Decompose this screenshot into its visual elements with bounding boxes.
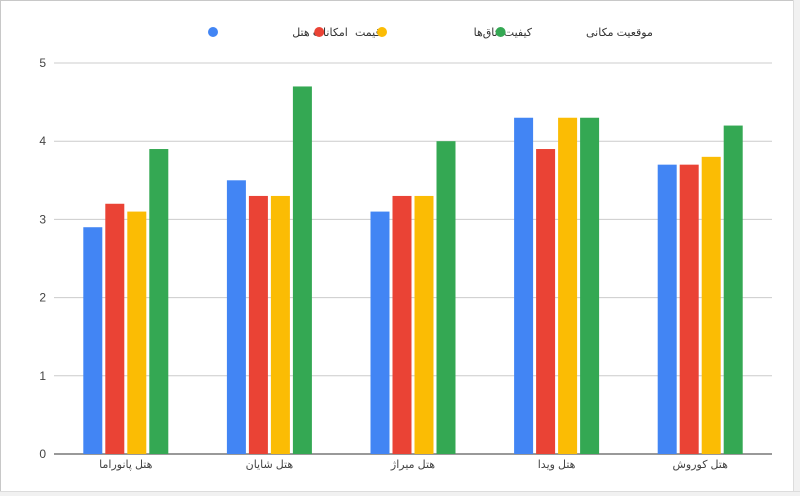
x-tick-label: هتل پانوراما: [99, 459, 152, 471]
scroll-edge-right: [793, 0, 800, 496]
legend-swatch: [208, 27, 218, 37]
y-tick-label: 4: [39, 134, 46, 148]
bar: [558, 117, 578, 455]
bar: [149, 149, 169, 454]
legend-label: موقعیت مکانی: [586, 27, 653, 39]
y-tick-label: 2: [39, 291, 46, 305]
x-tick-label: هتل ویدا: [538, 459, 576, 471]
y-tick-label: 5: [39, 56, 46, 70]
bar: [226, 180, 246, 455]
bar: [270, 195, 290, 454]
legend-label: قیمت: [355, 27, 381, 39]
bar: [679, 164, 699, 454]
y-tick-label: 3: [39, 212, 46, 226]
x-tick-label: هتل شایان: [246, 459, 294, 471]
bar: [514, 117, 534, 455]
y-tick-label: 1: [39, 369, 46, 383]
y-tick-label: 0: [39, 447, 46, 461]
bar: [536, 149, 556, 454]
bar: [723, 125, 743, 454]
bar: [414, 195, 434, 454]
scroll-edge-bottom: [0, 491, 800, 496]
bar: [436, 141, 456, 454]
bar: [248, 195, 268, 454]
bar: [657, 164, 677, 454]
x-tick-label: هتل کوروش: [672, 459, 728, 471]
bar: [370, 211, 390, 454]
bar: [127, 211, 147, 454]
bar: [83, 227, 103, 454]
bar: [701, 156, 721, 454]
bar: [580, 117, 600, 455]
x-tick-label: هتل میراژ: [390, 459, 435, 471]
legend-swatch: [314, 27, 325, 37]
legend-swatch: [495, 27, 506, 37]
bar: [392, 195, 412, 454]
bar: [105, 203, 125, 454]
legend-swatch: [377, 27, 387, 37]
bar: [292, 86, 312, 455]
